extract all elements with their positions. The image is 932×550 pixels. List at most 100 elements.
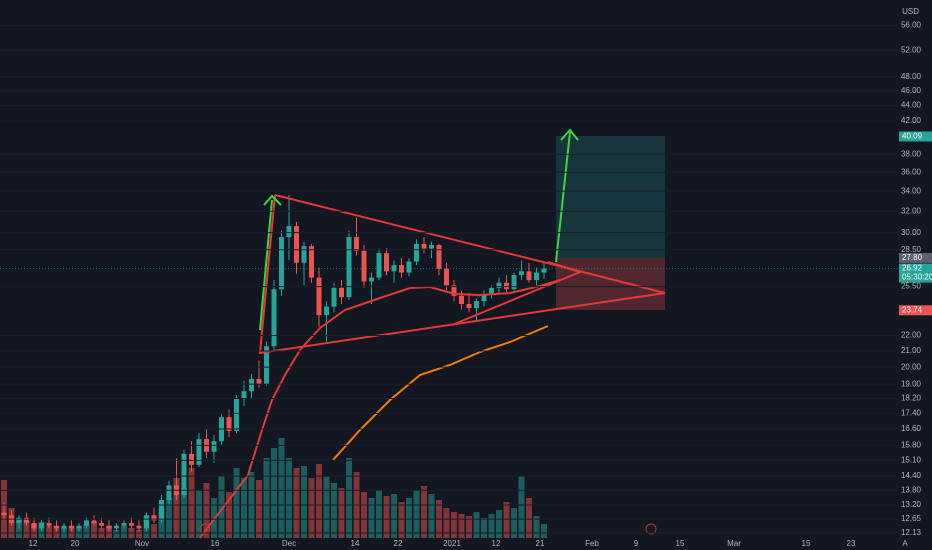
volume-bar <box>331 483 337 538</box>
volume-bar <box>136 530 142 538</box>
volume-bar <box>46 526 52 538</box>
candle-body <box>271 289 277 347</box>
candle-body <box>234 398 239 431</box>
y-tick-label: 32.00 <box>901 206 922 215</box>
candle-body <box>466 303 472 309</box>
candle-body <box>46 523 52 526</box>
volume-bar <box>23 520 30 538</box>
volume-bar <box>323 476 330 538</box>
volume-bar <box>83 524 90 538</box>
event-icon <box>199 523 211 535</box>
x-tick-label: 14 <box>351 539 360 548</box>
volume-bar <box>338 488 345 538</box>
candle-body <box>31 523 37 529</box>
x-tick-label: Nov <box>135 539 149 548</box>
volume-bar <box>166 498 172 538</box>
y-tick-label: 44.00 <box>901 101 922 110</box>
y-tick-label: 30.00 <box>901 228 922 237</box>
volume-bar <box>218 476 225 538</box>
y-tick-label: 42.00 <box>901 116 922 125</box>
currency-label: USD <box>902 7 919 16</box>
volume-bar <box>443 508 450 538</box>
y-tick-label: 14.40 <box>901 471 922 480</box>
volume-bar <box>256 480 262 538</box>
x-tick-label: 9 <box>634 539 639 548</box>
volume-bar <box>241 478 247 538</box>
candle-body <box>136 525 142 529</box>
candle-body <box>436 245 442 269</box>
candle-body <box>16 517 22 524</box>
x-tick-label: Dec <box>282 539 296 548</box>
price-tag-label: 40.09 <box>902 132 923 141</box>
volume-bar <box>91 522 97 538</box>
x-tick-label: 16 <box>211 539 220 548</box>
volume-bar <box>293 468 300 538</box>
candle-body <box>504 282 509 290</box>
price-tag-label: 26.92 <box>902 264 923 273</box>
candle-body <box>444 268 449 286</box>
volume-bar <box>53 526 60 538</box>
candle-body <box>159 500 164 521</box>
candle-body <box>421 243 427 249</box>
y-tick-label: 15.10 <box>901 456 922 465</box>
volume-bar <box>376 490 382 538</box>
triangle-pattern <box>258 194 666 355</box>
volume-pane <box>1 438 547 538</box>
volume-bar <box>188 468 195 538</box>
candle-body <box>331 287 337 307</box>
volume-bar <box>496 510 502 538</box>
y-tick-label: 36.00 <box>901 167 922 176</box>
y-tick-label: 13.20 <box>901 500 922 509</box>
candle-body <box>309 246 314 278</box>
candle-body <box>361 250 367 282</box>
candle-body <box>429 245 434 249</box>
volume-bar <box>511 508 517 538</box>
y-tick-label: 34.00 <box>901 186 922 195</box>
price-tag <box>899 252 932 263</box>
candle-body <box>339 287 344 298</box>
candle-body <box>151 515 157 521</box>
loss-zone <box>556 258 665 310</box>
price-tag <box>899 263 932 283</box>
candle-body <box>541 268 547 273</box>
volume-bar <box>421 486 427 538</box>
y-tick-label: 52.00 <box>901 45 922 54</box>
candle-body <box>61 525 67 529</box>
event-icon <box>645 523 657 535</box>
candle-body <box>294 226 299 263</box>
candle-body <box>106 525 112 529</box>
volume-bar <box>533 516 540 538</box>
volume-bar <box>428 494 435 538</box>
y-tick-label: 13.80 <box>901 485 922 494</box>
candle-body <box>39 523 44 529</box>
y-tick-label: 22.00 <box>901 331 922 340</box>
inner-triangle <box>451 261 583 326</box>
volume-bar <box>383 496 390 538</box>
price-tag <box>899 131 932 142</box>
candle-body <box>54 525 59 529</box>
volume-bar <box>226 492 232 538</box>
candle-body <box>481 294 487 302</box>
volume-bar <box>286 458 292 538</box>
candle-body <box>489 287 494 295</box>
x-tick-label: A <box>902 539 908 548</box>
ema-slow <box>332 325 549 461</box>
x-tick-label: 15 <box>676 539 685 548</box>
candle-body <box>399 265 404 273</box>
price-tag-label: 23.74 <box>902 305 923 314</box>
candle-body <box>99 523 104 526</box>
volume-bar <box>346 458 352 538</box>
candle-body <box>24 517 29 524</box>
x-tick-label: 15 <box>802 539 811 548</box>
volume-bar <box>451 512 457 538</box>
candle-body <box>511 275 517 290</box>
y-tick-label: 16.60 <box>901 424 922 433</box>
candle-body <box>256 378 262 385</box>
x-tick-label: 2021 <box>443 539 461 548</box>
candle-body <box>301 246 307 263</box>
target-arrow <box>555 128 579 263</box>
up-arrow <box>259 194 282 331</box>
x-tick-label: 12 <box>492 539 501 548</box>
candle-body <box>249 378 254 392</box>
volume-bar <box>466 516 472 538</box>
